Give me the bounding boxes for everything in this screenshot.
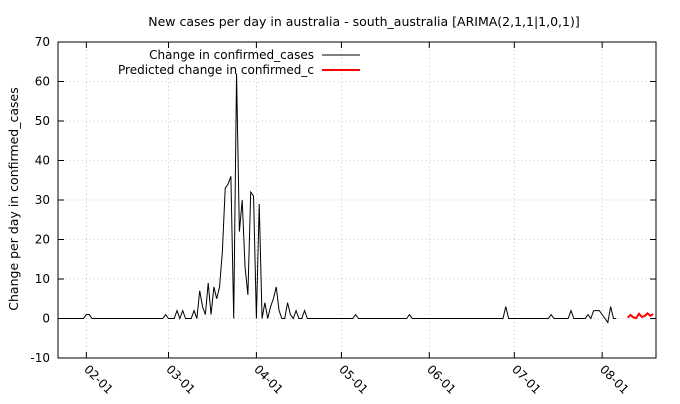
grid [58,41,656,359]
series-line-actual [58,73,617,324]
y-tick-label: 30 [35,193,50,207]
chart-title: New cases per day in australia - south_a… [148,14,580,29]
legend-label: Change in confirmed_cases [149,48,314,62]
x-tick-label: 05-01 [336,362,371,397]
y-axis-label: Change per day in confirmed_cases [6,87,21,310]
x-tick-label: 03-01 [163,362,198,397]
series [58,73,654,324]
y-tick-label: 40 [35,154,50,168]
x-tick-label: 02-01 [81,362,116,397]
y-tick-label: 0 [42,312,50,326]
x-tick-label: 07-01 [509,362,544,397]
legend-label: Predicted change in confirmed_c [118,63,314,77]
x-tick-label: 08-01 [597,362,632,397]
x-tick-label: 04-01 [251,362,286,397]
y-tick-label: 20 [35,233,50,247]
y-tick-label: 10 [35,272,50,286]
y-tick-label: 50 [35,114,50,128]
x-tick-label: 06-01 [424,362,459,397]
axes: -10 0 10 20 30 40 50 60 70 02-01 03-01 04-01 05-01 06… [30,35,657,397]
y-tick-label: 60 [35,75,50,89]
series-line-predicted [626,312,654,320]
y-tick-label: -10 [30,351,50,365]
y-tick-label: 70 [35,35,50,49]
